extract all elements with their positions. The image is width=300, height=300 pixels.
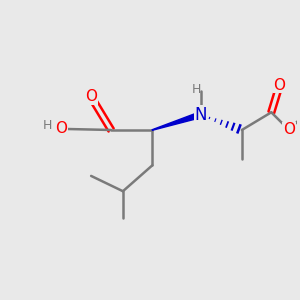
Text: O: O bbox=[85, 89, 97, 104]
Text: O: O bbox=[274, 78, 286, 93]
Text: H: H bbox=[43, 119, 52, 132]
Text: N: N bbox=[194, 106, 207, 124]
Text: O: O bbox=[283, 122, 295, 137]
Text: H: H bbox=[191, 83, 201, 96]
Text: O: O bbox=[55, 121, 67, 136]
Polygon shape bbox=[152, 112, 202, 130]
